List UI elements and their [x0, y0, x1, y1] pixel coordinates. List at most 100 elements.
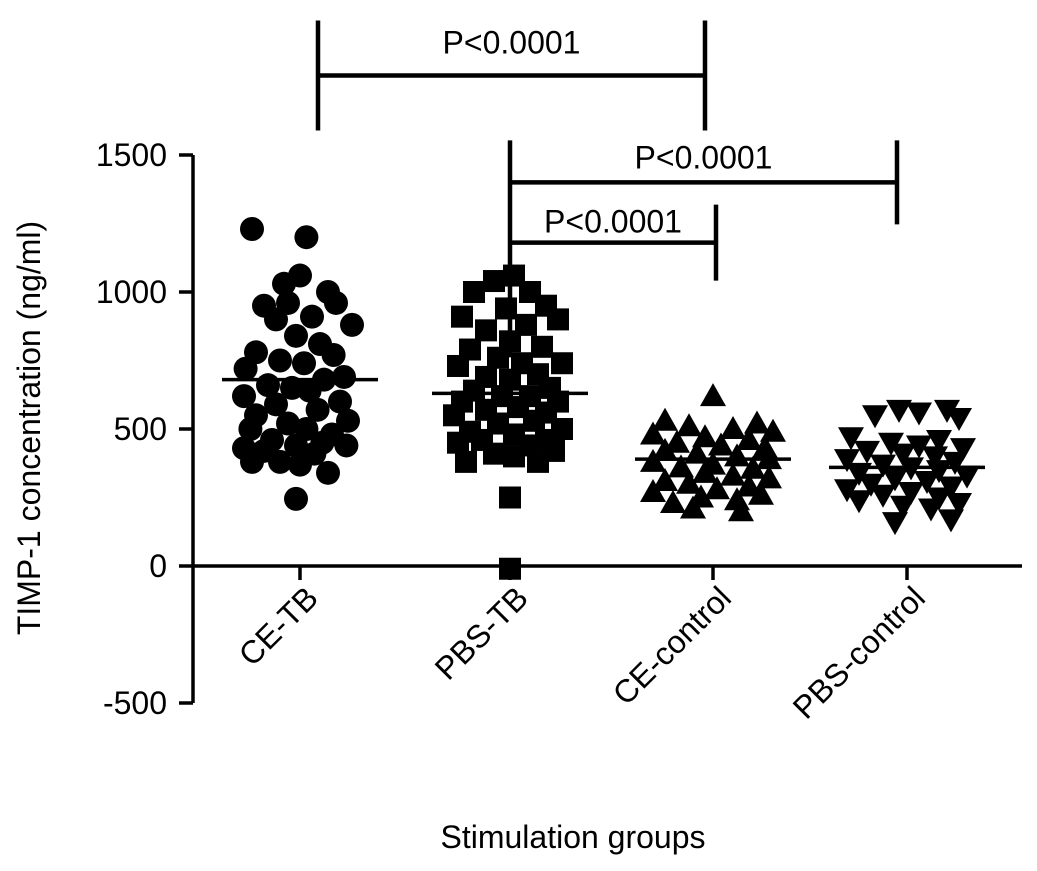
- data-point-circle: [264, 392, 288, 417]
- data-point-circle: [334, 433, 359, 458]
- data-point-triangle-down: [898, 482, 924, 506]
- x-category-label: CE-control: [606, 579, 738, 711]
- data-marks: [222, 216, 985, 580]
- significance-label: P<0.0001: [635, 139, 773, 175]
- y-tick-label: 1500: [96, 137, 167, 173]
- data-point-triangle-down: [934, 399, 960, 423]
- data-point-triangle-up: [664, 429, 690, 453]
- data-point-triangle-up: [760, 418, 786, 442]
- data-point-square: [499, 486, 521, 509]
- data-point-square: [551, 352, 573, 375]
- data-point-triangle-up: [740, 455, 766, 479]
- data-point-triangle-down: [890, 443, 916, 467]
- data-point-triangle-up: [736, 426, 762, 450]
- data-point-triangle-up: [660, 489, 686, 513]
- data-point-triangle-up: [640, 421, 666, 445]
- data-point-circle: [232, 384, 256, 409]
- data-point-triangle-down: [950, 438, 976, 462]
- data-point-circle: [238, 417, 263, 441]
- data-point-triangle-up: [692, 424, 718, 448]
- y-tick-label: 500: [114, 411, 167, 447]
- data-point-triangle-up: [652, 437, 678, 461]
- data-point-circle: [328, 389, 352, 414]
- data-point-circle: [292, 351, 316, 376]
- x-category-label: PBS-TB: [428, 579, 535, 686]
- data-point-circle: [268, 348, 292, 373]
- data-point-square: [455, 450, 477, 473]
- data-point-square: [527, 450, 549, 473]
- data-point-triangle-down: [846, 490, 872, 514]
- y-tick-label: -500: [103, 685, 167, 721]
- data-point-circle: [264, 307, 288, 332]
- x-category-label: CE-TB: [232, 579, 325, 672]
- data-point-square: [447, 431, 469, 454]
- data-point-circle: [288, 452, 312, 477]
- data-point-square: [483, 442, 505, 465]
- data-point-circle: [321, 343, 346, 368]
- data-point-triangle-up: [676, 470, 702, 494]
- data-point-circle: [240, 449, 264, 474]
- y-tick-label: 1000: [96, 274, 167, 310]
- data-point-square: [447, 354, 469, 377]
- data-point-triangle-down: [854, 440, 880, 464]
- y-tick-label: 0: [149, 548, 167, 584]
- data-point-triangle-up: [640, 479, 666, 503]
- data-point-triangle-up: [652, 468, 678, 492]
- data-point-triangle-down: [926, 429, 952, 453]
- data-point-triangle-down: [882, 512, 908, 536]
- data-point-circle: [240, 216, 264, 241]
- data-point-square: [523, 409, 545, 432]
- data-point-square: [463, 281, 485, 303]
- x-category-label: PBS-control: [786, 579, 932, 725]
- data-point-triangle-up: [756, 465, 782, 489]
- data-point-circle: [284, 323, 308, 348]
- data-point-triangle-up: [692, 459, 718, 483]
- data-point-circle: [233, 356, 258, 381]
- data-point-circle: [340, 312, 364, 337]
- data-point-triangle-down: [946, 492, 972, 516]
- data-point-triangle-up: [720, 462, 746, 486]
- data-point-circle: [284, 433, 308, 458]
- data-point-square: [531, 335, 553, 358]
- data-point-triangle-down: [914, 471, 940, 495]
- data-point-circle: [332, 364, 356, 389]
- data-point-triangle-down: [942, 451, 968, 475]
- data-point-triangle-down: [838, 427, 864, 451]
- data-point-circle: [336, 408, 360, 433]
- data-point-square: [495, 297, 517, 320]
- data-point-triangle-down: [922, 446, 948, 470]
- data-point-circle: [324, 290, 348, 315]
- data-point-triangle-up: [676, 413, 702, 437]
- data-point-triangle-down: [946, 408, 972, 432]
- data-point-triangle-down: [906, 402, 932, 426]
- data-point-circle: [284, 486, 308, 511]
- data-point-circle: [272, 271, 296, 296]
- data-point-triangle-down: [890, 495, 916, 519]
- data-point-triangle-down: [834, 449, 860, 473]
- data-point-circle: [294, 225, 319, 250]
- data-point-circle: [297, 378, 322, 403]
- data-point-square: [503, 445, 525, 468]
- data-point-triangle-down: [862, 405, 888, 429]
- significance-label: P<0.0001: [544, 204, 682, 240]
- data-point-circle: [276, 290, 300, 315]
- data-point-triangle-down: [918, 498, 944, 522]
- data-point-triangle-up: [680, 495, 706, 519]
- significance-annotations: P<0.0001 P<0.0001 P<0.0001: [315, 20, 900, 358]
- data-point-circle: [280, 375, 304, 400]
- significance-label: P<0.0001: [443, 25, 581, 61]
- data-point-square: [487, 346, 509, 369]
- x-axis-title: Stimulation groups: [440, 819, 705, 855]
- data-point-triangle-up: [700, 383, 726, 407]
- data-point-triangle-up: [748, 481, 774, 505]
- data-point-triangle-up: [652, 407, 678, 431]
- data-point-square: [483, 270, 505, 293]
- y-axis-title: TIMP-1 concentration (ng/ml): [11, 221, 47, 635]
- data-point-triangle-down: [938, 509, 964, 533]
- data-point-circle: [300, 304, 324, 329]
- data-point-triangle-up: [744, 410, 770, 434]
- data-point-circle: [268, 449, 292, 474]
- data-point-triangle-down: [954, 465, 980, 489]
- data-point-circle: [305, 397, 330, 422]
